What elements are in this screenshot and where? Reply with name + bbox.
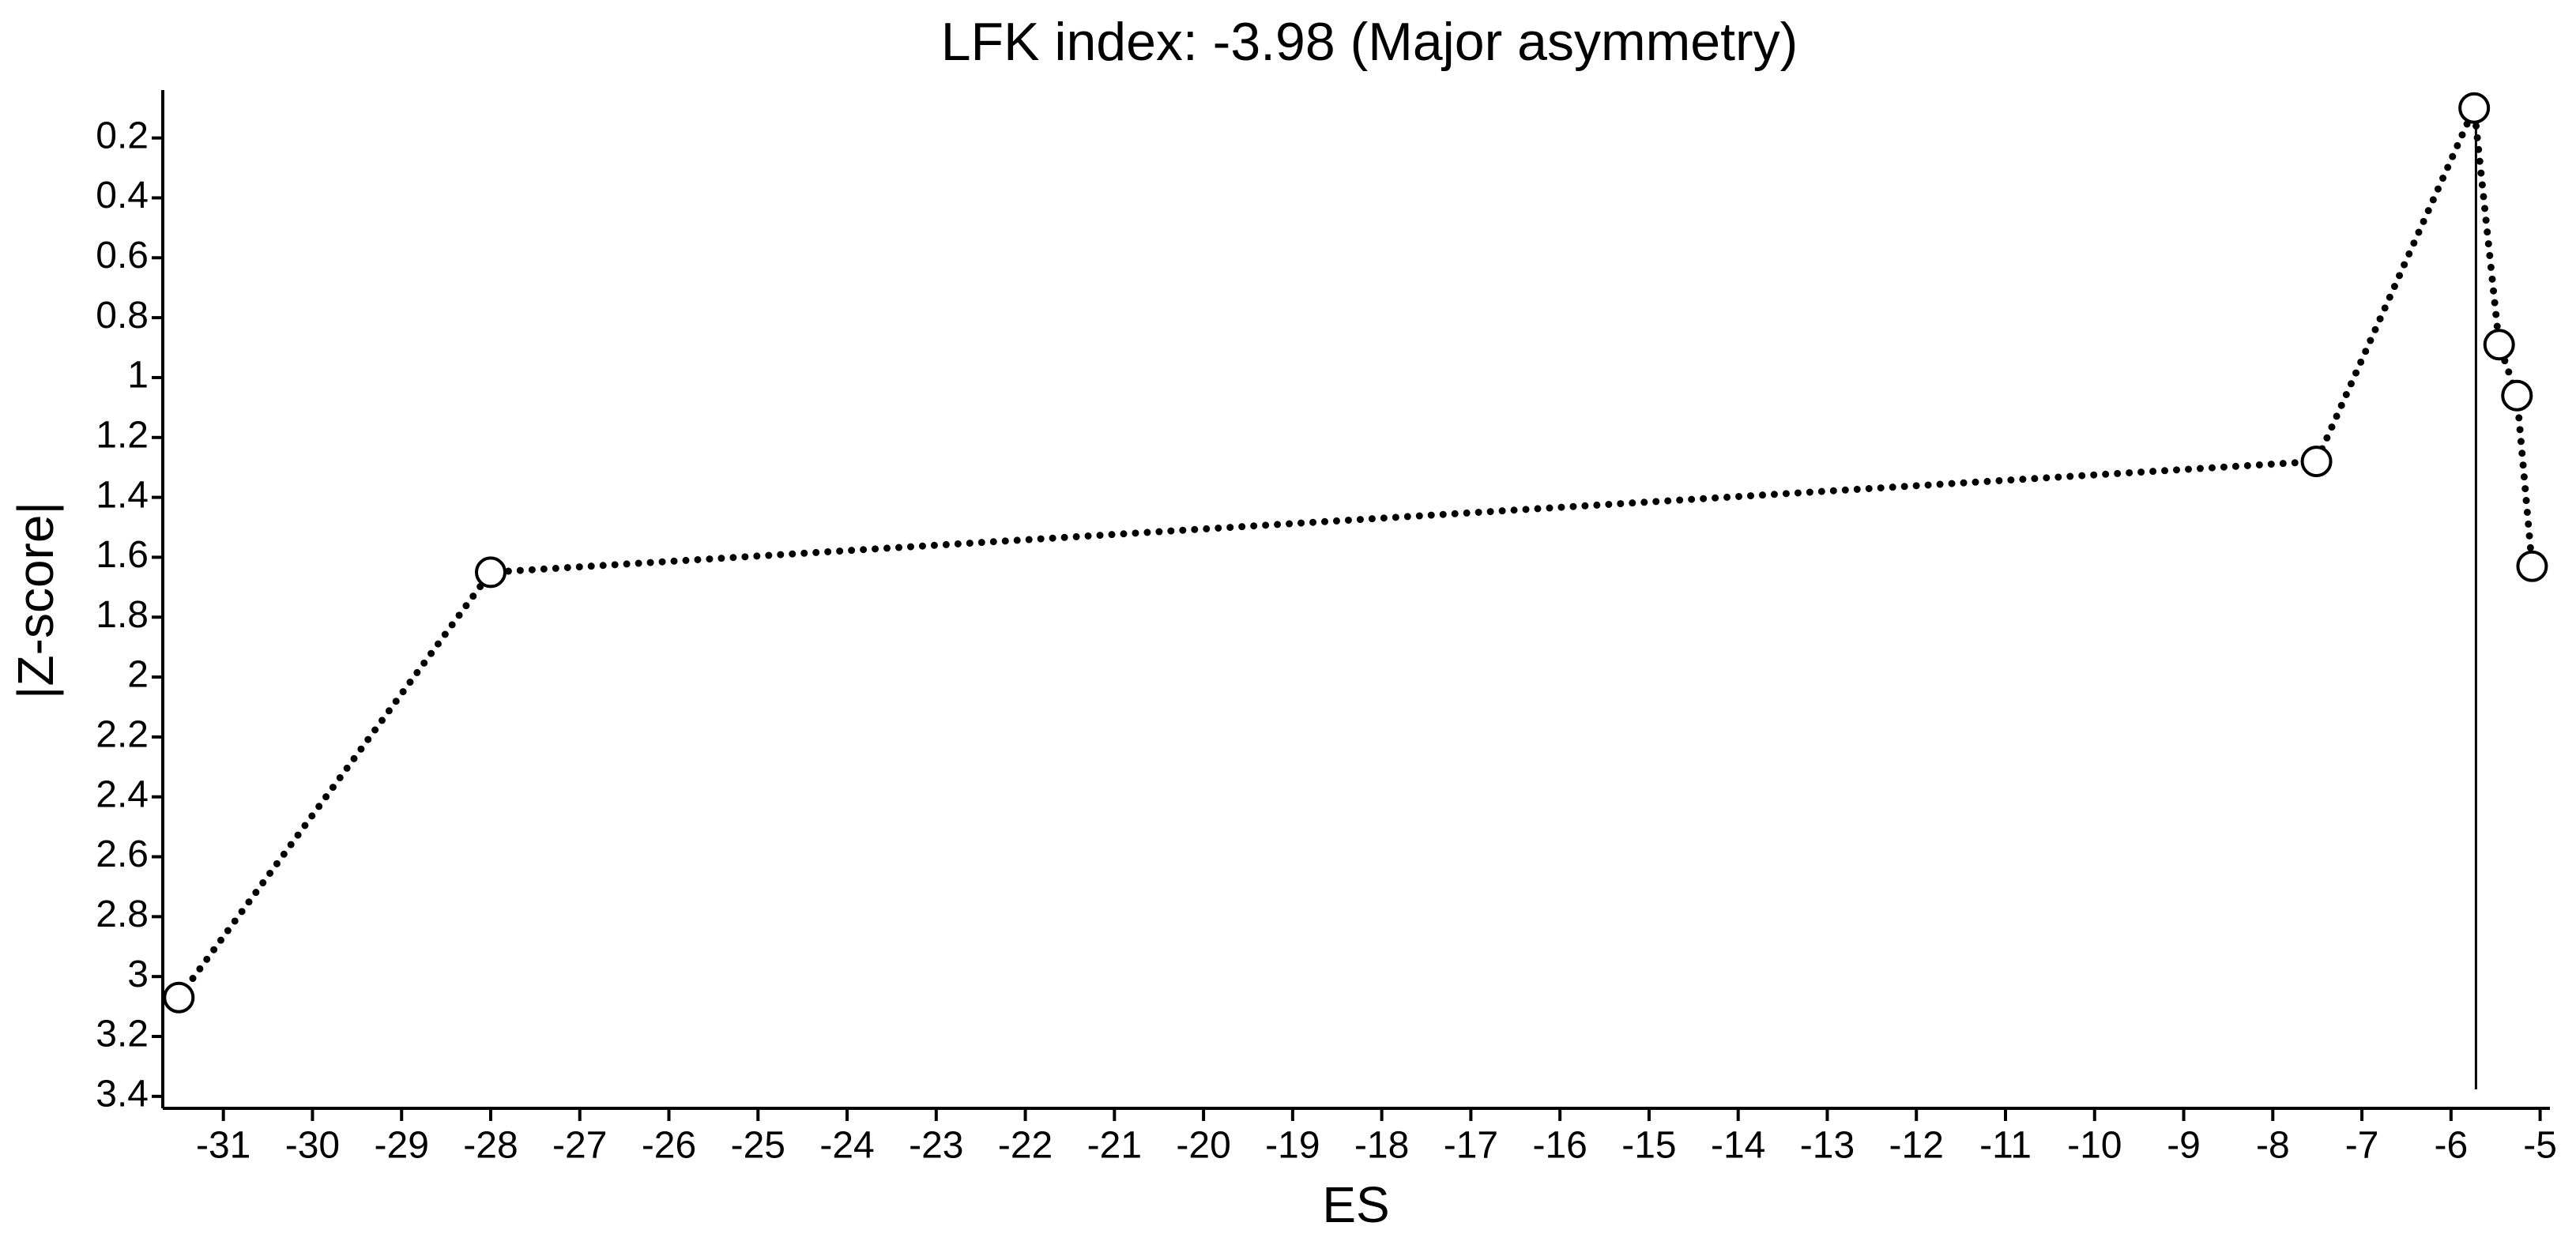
- x-tick-label: -13: [1800, 1125, 1855, 1167]
- y-tick-label: 0.4: [96, 175, 149, 216]
- y-tick-label: 0.2: [96, 115, 149, 156]
- x-tick-label: -7: [2345, 1125, 2379, 1167]
- x-tick-label: -12: [1889, 1125, 1944, 1167]
- x-tick-label: -28: [463, 1125, 518, 1167]
- data-line: [175, 94, 2536, 1002]
- y-tick-label: 1.2: [96, 414, 149, 456]
- data-point: [474, 556, 507, 589]
- y-tick-label: 0.6: [96, 235, 149, 276]
- x-tick-label: -21: [1087, 1125, 1142, 1167]
- x-tick-label: -18: [1354, 1125, 1409, 1167]
- y-tick-label: 1.6: [96, 534, 149, 576]
- chart-title: LFK index: -3.98 (Major asymmetry): [941, 12, 1798, 72]
- y-axis-label: |Z-score|: [7, 502, 64, 699]
- x-tick-label: -11: [1979, 1125, 2032, 1167]
- data-point: [2501, 379, 2533, 412]
- x-tick-label: -25: [731, 1125, 785, 1167]
- data-point: [2483, 329, 2515, 361]
- x-tick-label: -15: [1621, 1125, 1676, 1167]
- x-tick-label: -27: [552, 1125, 607, 1167]
- x-tick-label: -19: [1265, 1125, 1320, 1167]
- x-tick-label: -22: [998, 1125, 1053, 1167]
- y-tick-label: 1.8: [96, 594, 149, 636]
- data-point: [2458, 92, 2491, 124]
- y-tick-label: 1: [127, 355, 149, 397]
- x-tick-label: -29: [375, 1125, 429, 1167]
- y-tick-label: 3.2: [96, 1014, 149, 1055]
- x-tick-label: -20: [1176, 1125, 1230, 1167]
- x-tick-label: -31: [196, 1125, 250, 1167]
- x-tick-label: -8: [2256, 1125, 2290, 1167]
- y-tick-label: 2.6: [96, 833, 149, 875]
- y-tick-label: 0.8: [96, 295, 149, 337]
- x-tick-label: -30: [285, 1125, 340, 1167]
- y-tick-label: 2.8: [96, 893, 149, 935]
- y-tick-label: 1.4: [96, 474, 149, 516]
- y-tick-label: 2: [127, 654, 149, 696]
- x-tick-label: -16: [1532, 1125, 1587, 1167]
- data-point: [2300, 446, 2333, 478]
- x-tick-label: -10: [2067, 1125, 2122, 1167]
- x-tick-label: -5: [2523, 1125, 2557, 1167]
- y-tick-label: 3: [127, 953, 149, 995]
- x-tick-label: -14: [1711, 1125, 1765, 1167]
- x-tick-label: -17: [1444, 1125, 1498, 1167]
- x-axis-label: ES: [1322, 1176, 1389, 1233]
- x-tick-label: -26: [642, 1125, 696, 1167]
- x-tick-label: -6: [2434, 1125, 2468, 1167]
- y-tick-label: 3.4: [96, 1074, 149, 1115]
- y-tick-label: 2.2: [96, 714, 149, 756]
- y-tick-label: 2.4: [96, 773, 149, 815]
- x-tick-label: -23: [909, 1125, 963, 1167]
- data-point: [163, 981, 195, 1014]
- x-tick-label: -24: [819, 1125, 874, 1167]
- x-tick-label: -9: [2167, 1125, 2201, 1167]
- data-point: [2516, 550, 2548, 582]
